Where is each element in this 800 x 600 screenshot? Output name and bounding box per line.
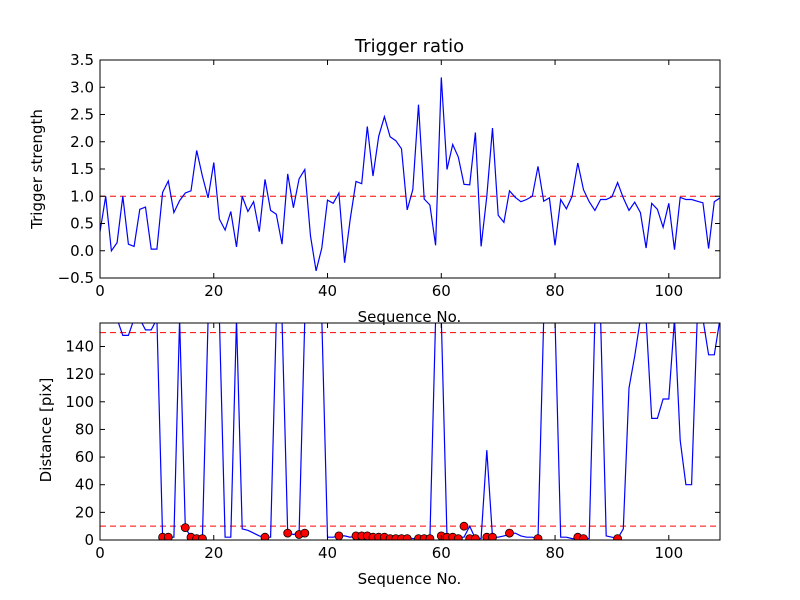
data-point-marker — [613, 534, 622, 540]
data-point-marker — [283, 528, 293, 538]
data-point-marker — [300, 528, 310, 538]
y-tick-label: 60 — [75, 448, 94, 466]
y-axis-label-distance: Distance [pix] — [37, 378, 55, 483]
x-tick-label: 20 — [204, 282, 223, 300]
data-series-line — [100, 77, 720, 272]
plot-area — [100, 323, 720, 540]
x-tick-label: 100 — [654, 544, 683, 562]
x-tick-label: 100 — [654, 282, 683, 300]
plot-frame — [99, 59, 721, 279]
x-tick-label: 80 — [545, 544, 564, 562]
data-point-marker — [402, 534, 412, 540]
y-tick-label: 1.5 — [70, 160, 94, 178]
x-tick-label: 60 — [432, 544, 451, 562]
x-tick-label: 60 — [432, 282, 451, 300]
y-tick-label: 100 — [65, 393, 94, 411]
y-tick-label: 2.5 — [70, 106, 94, 124]
y-tick-label: 3.5 — [70, 51, 94, 69]
y-tick-label: 0.0 — [70, 242, 94, 260]
x-tick-label: 80 — [545, 282, 564, 300]
distance-panel: Distance [pix] Sequence No. 0 20 40 60 80 100… — [37, 322, 721, 588]
y-tick-label: 1.0 — [70, 187, 94, 205]
data-point-marker — [198, 534, 207, 540]
x-tick-label: 0 — [95, 544, 105, 562]
data-point-marker — [425, 534, 435, 540]
y-axis-label-trigger-strength: Trigger strength — [28, 109, 46, 230]
y-tick-label: 80 — [75, 420, 94, 438]
data-point-marker — [163, 532, 173, 540]
data-point-marker — [488, 532, 497, 540]
data-point-marker — [533, 534, 543, 540]
y-tick-label: 120 — [65, 365, 94, 383]
data-series-line — [117, 323, 720, 540]
trigger-ratio-panel: Trigger ratio Trigger strength Sequence … — [28, 36, 721, 326]
data-point-marker — [334, 531, 344, 540]
y-tick-label: 3.0 — [70, 78, 94, 96]
data-point-marker — [471, 534, 480, 540]
data-point-marker — [260, 532, 270, 540]
y-tick-label: −0.5 — [58, 269, 94, 287]
data-point-marker — [459, 521, 469, 531]
y-tick-label: 2.0 — [70, 133, 94, 151]
data-point-marker — [180, 523, 190, 532]
y-tick-label: 0 — [84, 531, 94, 549]
y-tick-label: 140 — [65, 337, 94, 355]
y-tick-label: 20 — [75, 503, 94, 521]
chart-title: Trigger ratio — [354, 36, 464, 57]
x-axis-label-sequence-bottom: Sequence No. — [358, 570, 462, 588]
data-point-marker — [453, 534, 463, 540]
y-tick-label: 0.5 — [70, 215, 94, 233]
x-tick-label: 0 — [95, 282, 105, 300]
x-axis-label-sequence-top: Sequence No. — [358, 308, 462, 326]
data-point-marker — [579, 534, 588, 540]
x-tick-label: 20 — [204, 544, 223, 562]
y-tick-label: 40 — [75, 476, 94, 494]
plot-area — [100, 77, 720, 272]
data-point-marker — [505, 528, 514, 538]
plot-frame — [99, 322, 721, 541]
x-tick-label: 40 — [318, 544, 337, 562]
x-tick-label: 40 — [318, 282, 337, 300]
